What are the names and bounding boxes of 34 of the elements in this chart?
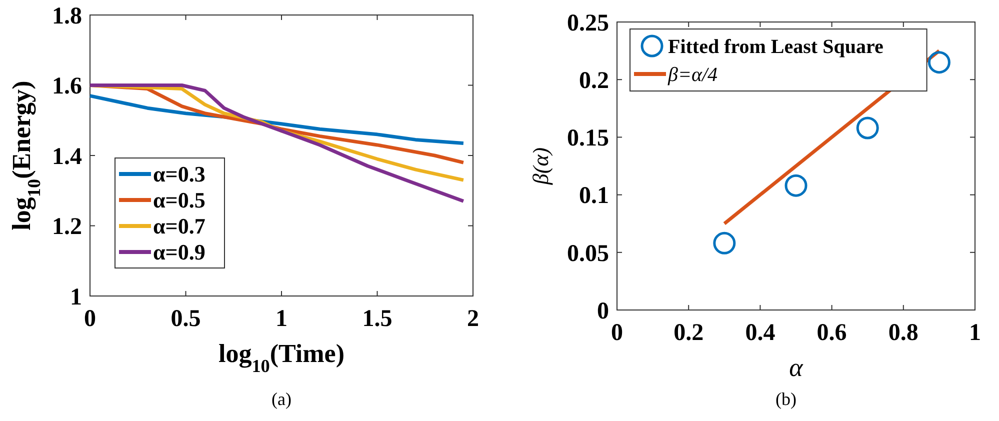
point [784,174,808,197]
point [928,51,950,74]
x-axis-title: α [789,353,804,382]
y-tick-label: 0.15 [567,126,609,152]
y-tick-label: 1.8 [52,3,82,30]
legend-label: α=0.5 [153,188,206,213]
text: (a) [272,389,292,409]
legend-label: β=α/4 [667,64,718,86]
text: (b) [776,389,796,409]
x-tick-label: 0.4 [745,320,776,346]
point [856,116,879,140]
y-axis-title: β(α) [528,147,553,186]
y-tick-label: 0.1 [579,183,609,210]
x-axis-title: log$_{10}$(Time) [218,339,345,376]
legend-label: α=0.3 [153,162,206,187]
y-tick-label: 1.4 [52,144,82,170]
x-tick-label: 0.2 [674,320,704,346]
x-tick-label: 1.5 [362,306,392,332]
legend-label: α=0.9 [153,240,206,265]
x-tick-label: 1 [969,320,981,346]
y-tick-label: 1 [70,284,82,310]
x-tick-label: 0.6 [816,320,847,346]
y-tick-label: 0.05 [567,240,609,267]
y-tick-label: 1.6 [52,74,82,100]
x-tick-label: 0.5 [170,306,201,332]
x-tick-label: 2 [467,306,479,332]
y-tick-label: 0.2 [579,68,609,94]
y-tick-label: 1.2 [52,214,82,240]
x-tick-label: 1 [276,306,288,332]
legend-label: Fitted from Least Square [668,36,884,58]
x-tick-label: 0.8 [888,320,918,346]
y-tick-label: 0.25 [567,10,609,36]
legend-label: α=0.7 [153,214,206,239]
point [713,232,736,254]
